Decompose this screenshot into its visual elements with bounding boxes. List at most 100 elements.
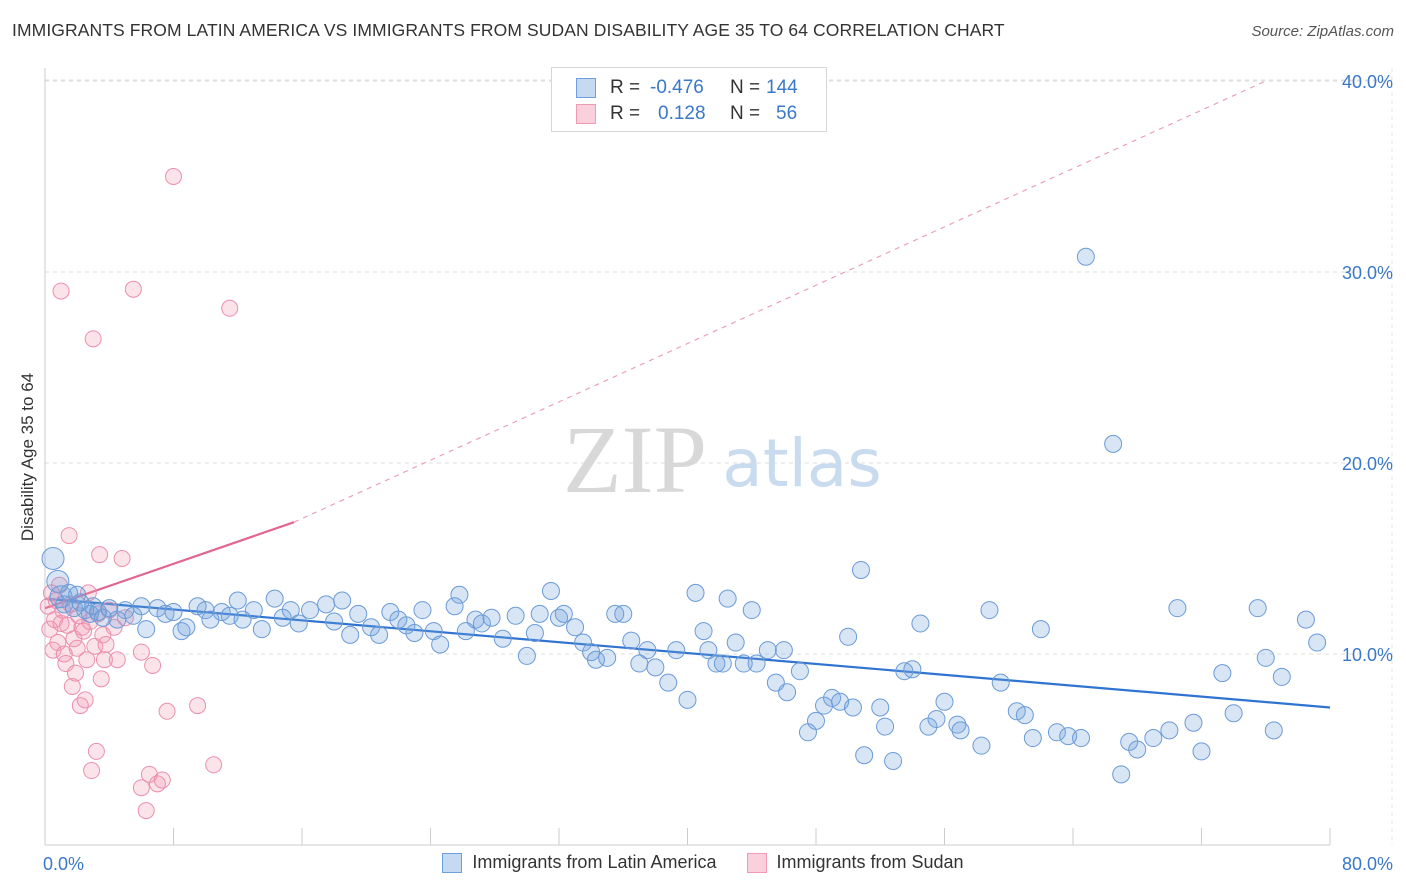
data-point-latin-america [317,595,336,614]
stats-r-label: R = [610,77,641,98]
data-point-latin-america [726,633,745,652]
data-point-latin-america [1144,729,1163,748]
watermark-zip: ZIP [563,406,707,513]
data-point-latin-america [876,717,895,736]
data-point-sudan [144,656,162,674]
stats-swatch-latin-america [576,78,596,98]
data-point-latin-america [707,654,726,673]
data-point-latin-america [839,627,858,646]
data-point-latin-america [718,589,737,608]
data-point-sudan [165,168,182,185]
data-point-sudan [189,697,207,715]
y-tick-label: 30.0% [1342,263,1393,283]
data-point-latin-america [972,736,991,755]
data-point-latin-america [554,604,573,623]
data-point-sudan [158,702,176,720]
stats-n-value: 144 [766,77,798,98]
data-point-latin-america [980,601,999,620]
data-point-sudan [153,771,171,789]
data-point-latin-america [622,631,641,650]
chart-title: IMMIGRANTS FROM LATIN AMERICA VS IMMIGRA… [12,20,1005,40]
data-point-sudan [91,546,109,564]
data-point-sudan [97,635,115,653]
data-point-latin-america [333,591,352,610]
data-point-latin-america [790,662,809,681]
data-point-latin-america [659,673,678,692]
y-tick-label: 10.0% [1342,645,1393,665]
data-point-sudan [137,802,155,820]
legend-item-sudan[interactable]: Immigrants from Sudan [746,852,964,873]
data-point-latin-america [951,721,970,740]
data-point-latin-america [911,614,930,633]
stats-row-sudan: R = 0.128 N = 56 [552,101,826,127]
data-point-latin-america [341,625,360,644]
data-point-latin-america [1072,729,1091,748]
data-point-latin-america [89,602,108,621]
data-point-latin-america [855,746,874,765]
data-point-latin-america [472,614,491,633]
data-point-latin-america [137,620,156,639]
data-point-latin-america [807,711,825,730]
data-point-latin-america [41,547,65,570]
data-point-latin-america [450,585,469,604]
data-point-latin-america [699,641,718,660]
data-point-latin-america [903,660,922,679]
data-point-latin-america [244,601,263,620]
y-tick-label: 40.0% [1342,72,1393,92]
data-point-latin-america [1112,765,1131,784]
data-point-latin-america [164,602,183,621]
trend-line-sudan-extrapolated [293,80,1266,523]
axes [44,68,1331,846]
data-point-latin-america [646,658,665,677]
data-point-latin-america [525,623,544,642]
data-point-sudan [71,697,89,715]
data-point-latin-america [482,608,501,627]
data-point-sudan [92,670,110,688]
data-point-sudan [95,651,113,669]
data-point-sudan [132,643,150,661]
data-point-latin-america [1213,664,1232,683]
data-point-sudan [108,651,126,669]
data-point-latin-america [1076,247,1095,266]
data-point-sudan [205,756,223,774]
data-point-latin-america [843,698,862,717]
data-point-sudan [68,639,86,657]
data-point-latin-america [84,597,103,616]
data-point-sudan [113,550,131,567]
legend-label-latin-america: Immigrants from Latin America [472,852,717,872]
data-point-latin-america [55,595,74,614]
stats-n-label: N = [730,103,761,124]
data-point-sudan [52,282,70,300]
data-point-latin-america [1192,742,1211,761]
data-point-latin-america [758,641,777,660]
watermark: ZIP atlas [563,406,882,513]
data-point-latin-america [1031,620,1050,639]
data-point-latin-america [1308,633,1327,652]
data-point-latin-america [778,683,797,702]
data-point-latin-america [884,751,903,770]
data-point-sudan [132,779,150,797]
data-point-latin-america [228,591,247,610]
legend-item-latin-america[interactable]: Immigrants from Latin America [442,852,717,873]
data-point-latin-america [530,604,549,623]
data-point-latin-america [774,641,793,660]
data-point-latin-america [1272,667,1291,686]
data-point-latin-america [413,601,432,620]
data-point-sudan [76,691,94,709]
data-point-latin-america [586,650,605,669]
data-point-latin-america [598,648,617,667]
data-point-sudan [83,762,101,780]
legend-swatch-latin-america [442,852,463,873]
data-point-latin-america [252,620,271,639]
data-point-latin-america [1104,434,1123,453]
data-point-latin-america [1264,721,1283,740]
source-label: Source: ZipAtlas.com [1251,23,1394,40]
data-point-latin-america [281,601,300,620]
tick-labels: 10.0% 20.0% 30.0% 40.0% 0.0% 80.0% [43,72,1393,874]
data-point-latin-america [1015,706,1034,725]
stats-box: R = -0.476 N = 144 R = 0.128 N = 56 [551,67,827,132]
data-point-sudan [41,620,59,638]
watermark-atlas: atlas [722,425,882,502]
stats-row-latin-america: R = -0.476 N = 144 [552,75,826,101]
stats-n-label: N = [730,77,761,98]
